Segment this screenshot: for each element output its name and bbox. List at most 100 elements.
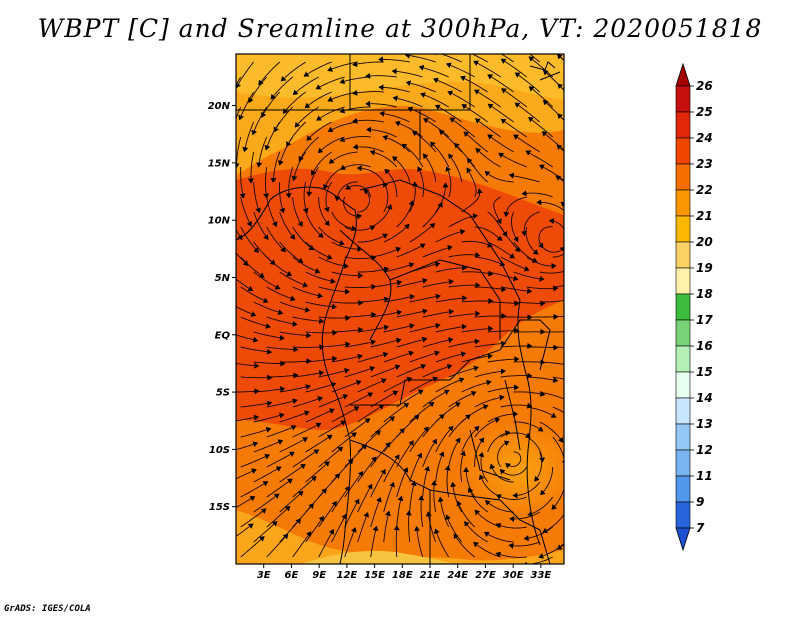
streamline [383,481,395,513]
streamline [471,54,488,63]
streamline [331,353,363,363]
colorbar-segment [675,137,691,165]
streamline [292,475,317,498]
fill-20-south [300,550,455,564]
streamline [552,406,564,414]
streamline [422,244,453,258]
streamline [425,511,437,543]
streamline [383,402,410,423]
streamline [370,337,402,348]
streamline [513,359,546,366]
streamline [450,481,463,513]
streamline [539,331,564,333]
streamline [409,223,436,243]
streamline [248,76,268,104]
streamline [487,103,514,123]
streamline [261,91,281,118]
streamline [487,241,515,259]
streamline [357,189,370,213]
streamline [500,226,521,252]
streamline [487,411,519,423]
streamline [435,295,468,303]
streamline [527,496,554,517]
streamline [253,520,278,543]
streamline [318,341,351,348]
streamline [292,370,325,378]
streamline [236,207,237,213]
streamline [534,451,543,482]
streamline [331,379,362,393]
streamline [270,76,293,100]
streamline [448,153,463,183]
streamline [409,322,441,333]
streamline [434,104,462,123]
streamline [292,256,321,274]
streamline [528,86,554,108]
wbpt-field [236,54,580,564]
streamline [474,118,501,138]
streamline [461,325,494,333]
streamline [236,278,254,291]
y-tick-label: EQ [215,330,231,341]
streamline [305,241,333,260]
streamline [435,377,465,393]
streamline [253,211,269,241]
streamline [266,451,295,468]
colorbar-segment [675,345,691,373]
streamline [305,515,324,543]
streamline [240,256,265,278]
streamline [305,329,338,336]
streamline [418,64,449,78]
streamline [344,339,376,348]
streamline [448,414,471,438]
streamline [418,495,425,528]
streamline [435,351,467,363]
streamline [483,531,514,543]
streamline [266,533,289,558]
streamline [266,425,297,438]
streamline [391,156,411,183]
streamline [370,204,393,228]
streamline [422,465,430,498]
colorbar: 26 25 24 23 22 21 20 19 18 17 16 15 14 13 12 11 9 7 [675,62,713,552]
streamline [404,54,436,63]
streamline [331,241,363,253]
streamline [431,480,438,513]
streamline [474,340,507,348]
streamline [578,467,580,498]
streamline [513,421,544,432]
streamline [236,523,254,537]
streamline [378,56,410,63]
colorbar-segment [675,163,691,191]
streamline [279,271,309,288]
colorbar-max-arrow [675,62,691,87]
streamline [511,211,519,243]
streamline [466,167,477,198]
streamline [526,285,559,292]
streamline [266,398,298,408]
y-tick-label: 15S [209,502,230,513]
streamline [266,196,278,227]
colorbar-label: 7 [696,521,705,535]
colorbar-segment [675,241,691,269]
streamline [334,181,358,202]
streamline [539,466,554,496]
streamline [473,60,501,78]
streamline [474,437,485,468]
streamline [432,77,462,93]
streamline [253,439,284,453]
streamline [538,542,564,559]
streamline [509,511,540,522]
streamline [242,121,255,153]
streamline [500,256,530,272]
streamline [474,286,507,293]
streamline [236,362,260,369]
streamline [449,117,475,138]
streamline [474,417,501,438]
streamline [422,202,443,228]
streamline [331,513,347,543]
streamline [365,100,397,108]
streamline [340,164,371,170]
streamline [536,199,564,212]
streamline [409,293,441,303]
